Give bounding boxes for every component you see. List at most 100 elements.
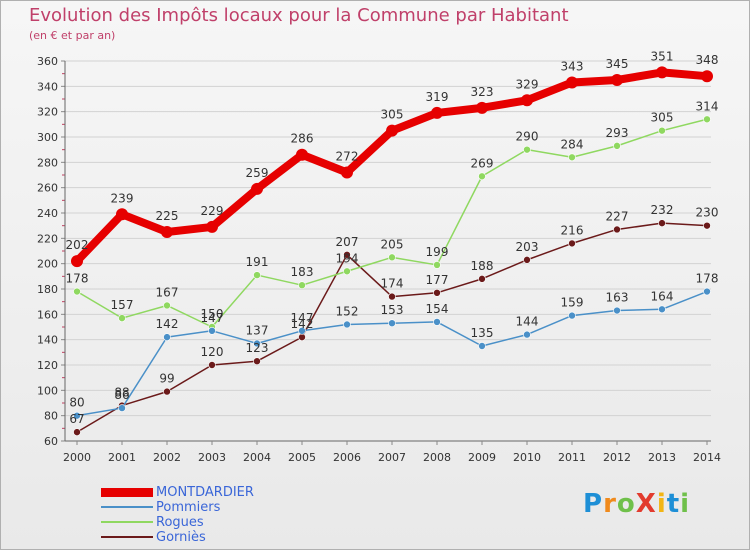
legend-swatch — [101, 506, 153, 508]
data-label: 319 — [426, 90, 449, 104]
logo-letter: i — [680, 489, 691, 519]
data-point — [161, 226, 173, 238]
y-tick-label: 80 — [44, 410, 58, 423]
data-label: 232 — [651, 203, 674, 217]
data-point — [208, 361, 216, 369]
data-label: 343 — [561, 60, 584, 74]
data-label: 147 — [291, 311, 314, 325]
data-point — [343, 320, 351, 329]
x-tick-label: 2000 — [63, 451, 91, 464]
data-label: 123 — [246, 341, 269, 355]
data-label: 152 — [336, 304, 359, 318]
data-point — [703, 287, 711, 296]
data-point — [568, 153, 576, 162]
data-point — [613, 142, 621, 150]
legend-item: Gorniès — [101, 530, 361, 545]
y-tick-label: 260 — [37, 182, 58, 195]
data-label: 227 — [606, 209, 629, 223]
data-point — [703, 221, 711, 230]
data-label: 207 — [336, 235, 359, 249]
x-tick-label: 2003 — [198, 451, 226, 464]
data-point — [611, 74, 623, 86]
logo-letter: t — [666, 489, 681, 519]
data-point — [163, 333, 171, 341]
y-tick-label: 280 — [37, 156, 58, 169]
legend-label: Pommiers — [156, 500, 221, 515]
data-label: 323 — [471, 85, 494, 99]
data-point — [431, 106, 443, 119]
logo-letter: o — [616, 489, 636, 519]
data-point — [523, 256, 531, 264]
data-point — [658, 219, 666, 227]
data-point — [296, 148, 308, 161]
data-point — [73, 411, 81, 420]
legend-swatch — [101, 521, 153, 523]
y-tick-label: 120 — [37, 359, 58, 372]
data-label: 164 — [651, 289, 674, 303]
data-point — [521, 94, 533, 107]
data-label: 305 — [381, 108, 404, 122]
data-point — [656, 66, 668, 79]
data-label: 229 — [201, 204, 224, 218]
data-label: 351 — [651, 49, 674, 63]
logo-letter: r — [603, 489, 617, 519]
data-label: 191 — [246, 255, 269, 269]
data-point — [388, 253, 396, 262]
data-label: 183 — [291, 265, 314, 279]
logo-letter: P — [583, 489, 604, 519]
x-tick-label: 2009 — [468, 451, 496, 464]
data-label: 293 — [606, 126, 629, 140]
data-point — [388, 319, 396, 328]
data-labels: 202 239 225 229 259 286 272 305 319 323 329 343 345 3… — [66, 49, 719, 426]
data-label: 225 — [156, 209, 179, 223]
data-label: 163 — [606, 291, 629, 305]
data-label: 284 — [561, 137, 584, 151]
data-label: 203 — [516, 240, 539, 254]
data-point — [478, 172, 486, 181]
y-tick-label: 300 — [37, 131, 58, 144]
data-label: 167 — [156, 285, 179, 299]
data-label: 202 — [66, 238, 89, 252]
data-label: 157 — [111, 298, 134, 312]
x-tick-label: 2011 — [558, 451, 586, 464]
x-tick-label: 2010 — [513, 451, 541, 464]
data-point — [523, 330, 531, 339]
data-label: 305 — [651, 111, 674, 125]
data-label: 286 — [291, 132, 314, 146]
data-point — [73, 428, 81, 436]
series-group — [71, 66, 713, 436]
data-point — [386, 124, 398, 137]
x-tick-label: 2008 — [423, 451, 451, 464]
legend-item: Pommiers — [101, 500, 361, 515]
data-label: 239 — [111, 191, 134, 205]
data-label: 120 — [201, 345, 224, 359]
y-tick-label: 60 — [44, 435, 58, 448]
data-point — [298, 333, 306, 341]
data-point — [343, 251, 351, 259]
y-tick-label: 320 — [37, 106, 58, 119]
data-point — [163, 387, 171, 396]
data-label: 259 — [246, 166, 269, 180]
legend-swatch — [101, 487, 153, 497]
data-label: 135 — [471, 326, 494, 340]
data-point — [206, 220, 218, 233]
data-label: 142 — [156, 317, 179, 331]
grid-lines — [65, 60, 711, 442]
data-label: 199 — [426, 245, 449, 259]
data-point — [208, 326, 216, 335]
data-point — [433, 261, 441, 269]
data-point — [658, 126, 666, 135]
data-label: 230 — [696, 206, 719, 220]
data-label: 329 — [516, 77, 539, 91]
data-label: 154 — [426, 302, 449, 316]
data-point — [71, 255, 83, 268]
y-tick-label: 140 — [37, 334, 58, 347]
data-point — [701, 70, 713, 83]
data-point — [341, 166, 353, 179]
data-point — [251, 182, 263, 195]
data-point — [118, 314, 126, 322]
x-tick-label: 2006 — [333, 451, 361, 464]
data-label: 216 — [561, 223, 584, 237]
data-point — [523, 145, 531, 154]
